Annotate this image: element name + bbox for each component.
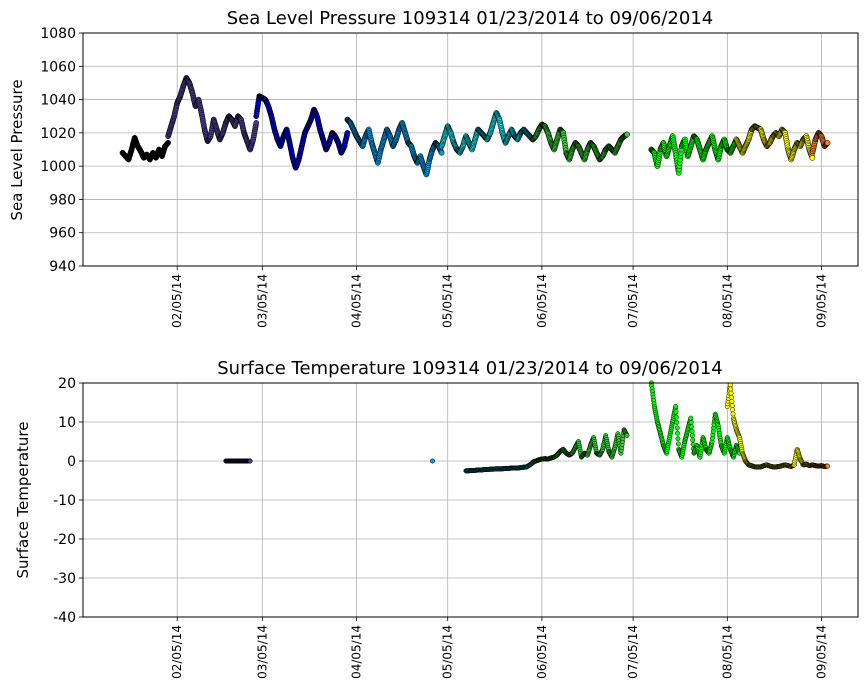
series-segment-8 bbox=[733, 123, 816, 163]
x-tick-label: 08/05/14 bbox=[720, 274, 734, 328]
y-tick-label: 980 bbox=[49, 192, 76, 208]
x-tick-label: 02/05/14 bbox=[170, 625, 184, 679]
x-tick-label: 03/05/14 bbox=[255, 274, 269, 328]
y-tick-label: 0 bbox=[67, 454, 76, 470]
data-point bbox=[728, 386, 734, 392]
series-isolated-2 bbox=[430, 458, 435, 464]
x-tick-label: 09/05/14 bbox=[815, 625, 829, 679]
y-tick-label: 1020 bbox=[40, 126, 76, 142]
x-tick-label: 07/05/14 bbox=[626, 625, 640, 679]
data-point bbox=[809, 154, 816, 161]
y-axis-label: Sea Level Pressure bbox=[8, 79, 26, 220]
x-tick-label: 08/05/14 bbox=[720, 625, 734, 679]
data-point bbox=[824, 139, 831, 146]
chart-title: Surface Temperature 109314 01/23/2014 to… bbox=[217, 358, 722, 379]
data-point bbox=[688, 420, 694, 425]
data-point bbox=[689, 424, 695, 430]
data-point bbox=[624, 433, 630, 439]
sea-level-pressure-chart: Sea Level Pressure 109314 01/23/2014 to … bbox=[8, 8, 859, 328]
data-point bbox=[253, 120, 260, 126]
y-tick-label: 940 bbox=[49, 259, 76, 275]
x-tick-label: 09/05/14 bbox=[815, 274, 829, 328]
plot-frame bbox=[82, 32, 859, 267]
data-point bbox=[729, 399, 735, 404]
series-segment-8 bbox=[724, 382, 815, 470]
data-point bbox=[729, 394, 734, 400]
y-tick-label: -20 bbox=[53, 532, 76, 548]
x-tick-label: 02/05/14 bbox=[170, 274, 184, 328]
data-point bbox=[675, 441, 681, 447]
y-tick-label: 1000 bbox=[40, 159, 76, 175]
x-tick-label: 03/05/14 bbox=[255, 625, 269, 679]
series-segment-4 bbox=[344, 116, 445, 178]
data-point bbox=[673, 414, 679, 420]
y-tick-label: 1040 bbox=[40, 93, 76, 109]
y-tick-label: 1080 bbox=[40, 26, 76, 42]
series-segment-5 bbox=[463, 460, 536, 474]
y-tick-label: 10 bbox=[58, 415, 76, 431]
axis-ticks: -40 -30 -20 -10 0 10 20 02/05/14 03/05/14 04/05/1… bbox=[53, 376, 828, 679]
data-point bbox=[430, 458, 435, 464]
data-points bbox=[223, 380, 831, 474]
data-points bbox=[119, 75, 831, 178]
data-point bbox=[675, 436, 681, 442]
data-point bbox=[825, 463, 831, 469]
x-tick-label: 05/05/14 bbox=[441, 274, 455, 328]
data-point bbox=[165, 139, 171, 146]
x-tick-label: 05/05/14 bbox=[441, 625, 455, 679]
data-point bbox=[344, 130, 351, 136]
series-segment-7 bbox=[648, 380, 742, 460]
chart-title: Sea Level Pressure 109314 01/23/2014 to … bbox=[227, 8, 714, 29]
plot-frame bbox=[82, 382, 859, 618]
data-point bbox=[624, 131, 630, 138]
grid bbox=[83, 32, 858, 267]
series-segment-9 bbox=[809, 130, 831, 156]
y-axis-label: Surface Temperature bbox=[14, 422, 32, 579]
series-segment-3 bbox=[253, 93, 351, 171]
x-tick-label: 06/05/14 bbox=[535, 274, 549, 328]
data-point bbox=[689, 433, 695, 439]
y-tick-label: 960 bbox=[49, 226, 76, 242]
series-segment-6 bbox=[529, 121, 630, 163]
x-tick-label: 07/05/14 bbox=[626, 274, 640, 328]
data-point bbox=[690, 437, 696, 443]
data-point bbox=[675, 430, 680, 436]
data-point bbox=[674, 425, 680, 431]
y-tick-label: 20 bbox=[58, 376, 76, 392]
y-tick-label: -40 bbox=[53, 610, 76, 626]
data-point bbox=[438, 149, 445, 156]
surface-temperature-chart: Surface Temperature 109314 01/23/2014 to… bbox=[14, 358, 859, 679]
x-tick-label: 06/05/14 bbox=[535, 625, 549, 679]
data-point bbox=[730, 411, 736, 417]
series-segment-6 bbox=[530, 427, 630, 465]
series-segment-9 bbox=[809, 462, 831, 469]
series-segment-7 bbox=[648, 133, 740, 176]
data-point bbox=[247, 458, 253, 464]
data-point bbox=[728, 390, 734, 396]
grid bbox=[83, 382, 858, 618]
data-point bbox=[673, 409, 679, 415]
data-point bbox=[673, 403, 679, 409]
series-segment-5 bbox=[438, 110, 536, 156]
data-point bbox=[729, 403, 735, 409]
series-isolated-1 bbox=[223, 458, 253, 464]
y-tick-label: -10 bbox=[53, 493, 76, 509]
axis-ticks: 940 960 980 1000 1020 1040 1060 1080 02/05/14 03/… bbox=[40, 26, 828, 328]
data-point bbox=[674, 420, 680, 425]
data-point bbox=[689, 428, 695, 434]
data-point bbox=[688, 415, 694, 421]
y-tick-label: 1060 bbox=[40, 59, 76, 75]
series-segment-1 bbox=[119, 134, 171, 163]
y-tick-label: -30 bbox=[53, 571, 76, 587]
data-point bbox=[730, 407, 736, 413]
series-segment-2 bbox=[165, 75, 260, 153]
x-tick-label: 04/05/14 bbox=[350, 274, 364, 328]
x-tick-label: 04/05/14 bbox=[350, 625, 364, 679]
